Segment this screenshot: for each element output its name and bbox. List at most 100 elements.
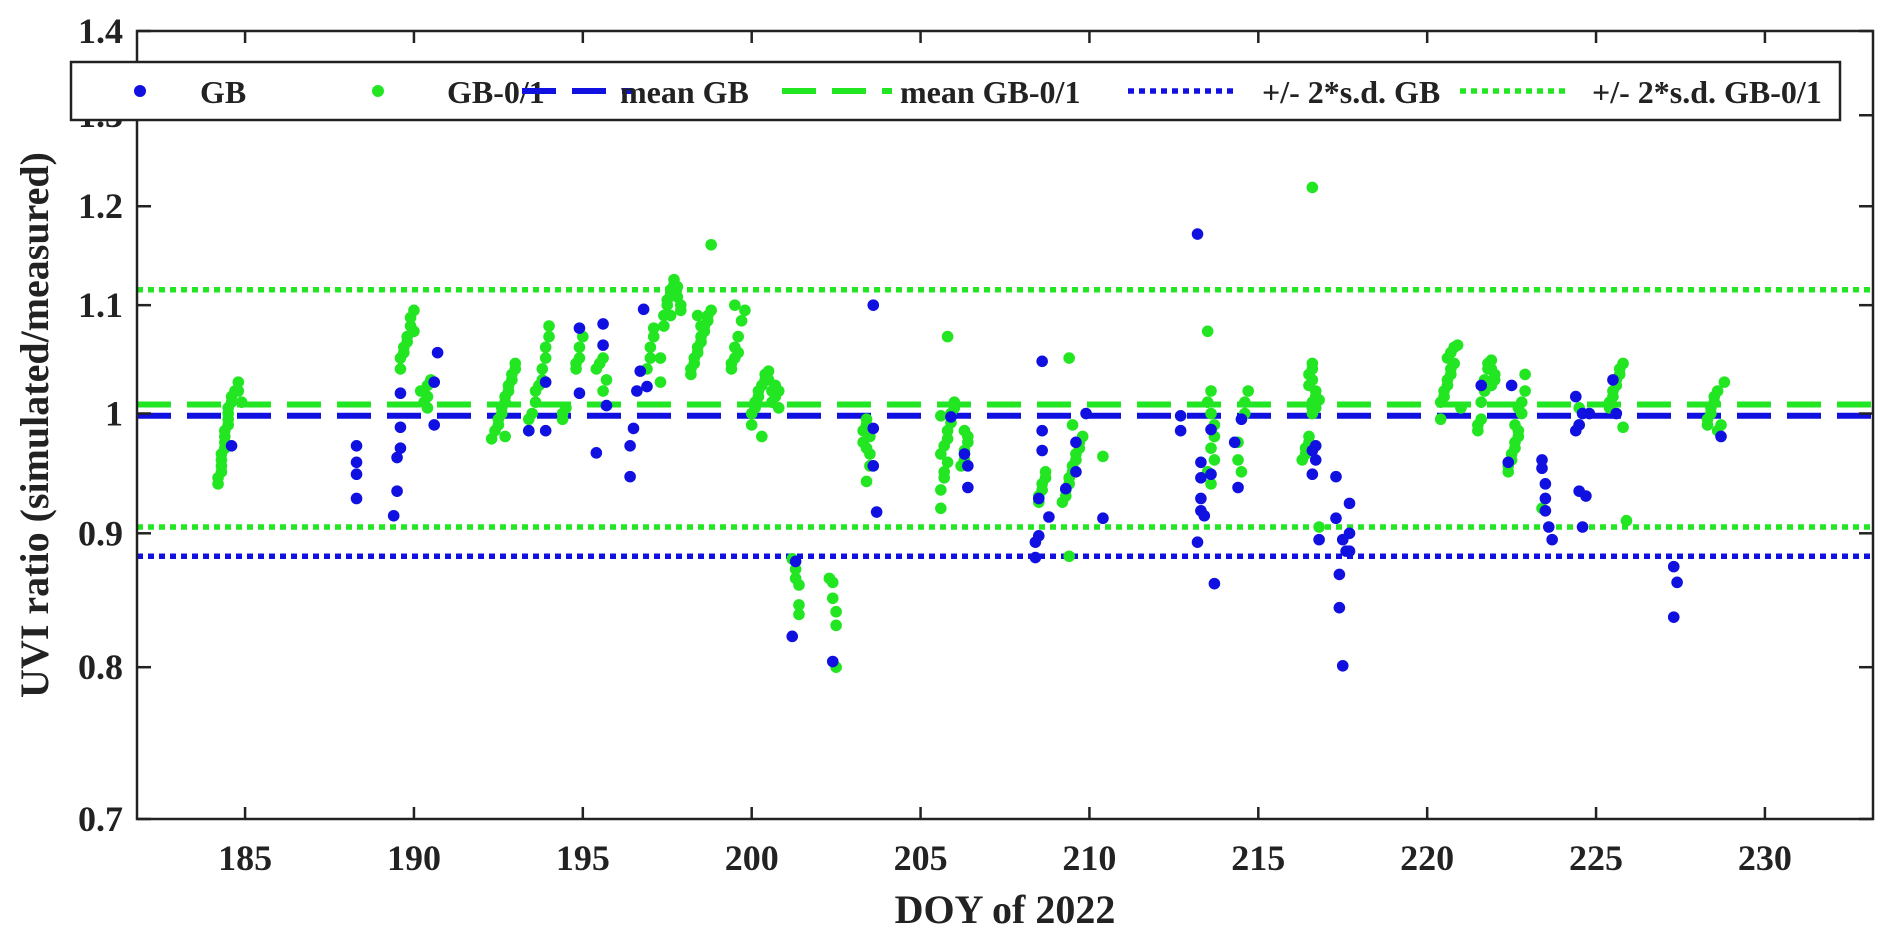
data-point-gb-0-1 (732, 346, 744, 359)
data-point-gb (1191, 536, 1204, 548)
data-point-gb (867, 299, 880, 311)
data-point-gb (1536, 454, 1548, 466)
data-point-gb-0-1 (826, 576, 839, 589)
data-point-gb (428, 419, 441, 431)
data-point-gb-0-1 (830, 605, 842, 618)
data-point-gb-0-1 (1242, 385, 1254, 397)
data-point-gb (1505, 379, 1518, 392)
data-point-gb-0-1 (1238, 396, 1251, 409)
data-point-gb (634, 365, 647, 377)
data-point-gb-0-1 (958, 424, 971, 437)
data-point-gb-0-1 (691, 309, 704, 322)
data-point-gb-0-1 (1485, 354, 1498, 367)
data-point-gb-0-1 (421, 402, 434, 414)
data-point-gb (786, 630, 799, 643)
data-point-gb-0-1 (1475, 413, 1488, 426)
data-point-gb (958, 448, 971, 460)
data-point-gb-0-1 (1201, 325, 1214, 338)
x-tick-label: 230 (1738, 838, 1792, 878)
y-tick-label: 0.7 (78, 799, 123, 839)
data-point-gb-0-1 (1711, 385, 1724, 397)
data-point-gb-0-1 (772, 385, 785, 397)
data-point-gb-0-1 (573, 341, 586, 354)
data-point-gb (1343, 527, 1356, 540)
data-point-gb-0-1 (235, 396, 248, 409)
x-axis-label: DOY of 2022 (895, 887, 1116, 932)
data-point-gb (962, 460, 974, 472)
data-point-gb-0-1 (864, 448, 876, 460)
data-point-gb-0-1 (1063, 352, 1075, 364)
data-point-gb (1174, 409, 1187, 422)
data-point-gb-0-1 (695, 320, 707, 332)
data-point-gb (1502, 456, 1515, 469)
data-point-gb (1232, 481, 1244, 494)
legend-label-mean-gb-0-1: mean GB-0/1 (900, 74, 1080, 110)
data-point-gb-0-1 (664, 309, 677, 322)
data-point-gb-0-1 (232, 385, 245, 397)
y-tick-label: 0.8 (78, 647, 123, 687)
data-point-gb (1198, 509, 1211, 522)
data-point-gb (1032, 492, 1045, 505)
x-tick-label: 200 (725, 838, 779, 878)
data-point-gb-0-1 (600, 374, 613, 386)
data-point-gb (350, 440, 363, 452)
data-point-gb (539, 376, 552, 388)
data-point-gb (391, 485, 403, 497)
data-point-gb-0-1 (941, 456, 954, 469)
data-point-gb-0-1 (408, 304, 420, 317)
data-point-gb-0-1 (560, 402, 572, 414)
y-tick-label: 1.2 (78, 186, 123, 226)
series-gb-points (225, 228, 1727, 672)
data-point-gb (627, 422, 640, 435)
data-point-gb-0-1 (935, 502, 947, 515)
data-point-gb (624, 440, 636, 452)
data-point-gb (1607, 374, 1619, 386)
data-point-gb-0-1 (1205, 478, 1217, 490)
data-point-gb-0-1 (1201, 396, 1214, 409)
data-point-gb-0-1 (1519, 385, 1531, 397)
data-point-gb-0-1 (394, 363, 407, 375)
data-point-gb (789, 555, 802, 568)
data-point-gb-0-1 (654, 352, 667, 364)
data-point-gb (945, 411, 957, 423)
data-point-gb (1610, 407, 1623, 420)
data-point-gb (1080, 407, 1092, 420)
data-point-gb (350, 456, 363, 469)
data-point-gb-0-1 (654, 376, 667, 388)
data-point-gb (225, 440, 238, 452)
x-tick-label: 195 (556, 838, 610, 878)
legend-label-2-s-d-gb: +/- 2*s.d. GB (1262, 74, 1440, 110)
data-point-gb-0-1 (948, 396, 961, 409)
x-axis-ticks: 185 190 195 200 205 210 215 220 225 230 (218, 31, 1792, 878)
data-point-gb-0-1 (1448, 357, 1460, 370)
data-point-gb-0-1 (1509, 419, 1521, 431)
data-point-gb (1070, 436, 1082, 449)
data-point-gb (1343, 545, 1356, 557)
data-point-gb (1306, 468, 1319, 481)
data-point-gb-0-1 (658, 320, 670, 332)
data-point-gb (1174, 424, 1187, 437)
data-point-gb-0-1 (739, 304, 751, 317)
data-point-gb (522, 424, 535, 437)
data-point-gb-0-1 (1451, 339, 1464, 351)
data-point-gb-0-1 (529, 396, 542, 409)
data-point-gb-0-1 (509, 357, 522, 370)
data-point-gb (391, 451, 403, 464)
data-point-gb (1330, 512, 1342, 525)
data-point-gb-0-1 (935, 484, 947, 496)
data-point-gb (1059, 482, 1072, 495)
data-point-gb-0-1 (1617, 421, 1629, 434)
data-point-gb (1195, 472, 1207, 484)
data-point-gb (394, 421, 407, 434)
data-point-gb (1228, 436, 1241, 449)
data-point-gb-0-1 (826, 592, 839, 605)
data-point-gb (1715, 430, 1727, 443)
data-point-gb-0-1 (539, 341, 552, 354)
data-point-gb-0-1 (1313, 521, 1325, 533)
x-tick-label: 220 (1400, 838, 1454, 878)
data-point-gb-0-1 (745, 419, 758, 431)
data-point-gb-0-1 (1066, 419, 1079, 431)
data-point-gb-0-1 (1512, 402, 1525, 414)
x-tick-label: 210 (1062, 838, 1116, 878)
